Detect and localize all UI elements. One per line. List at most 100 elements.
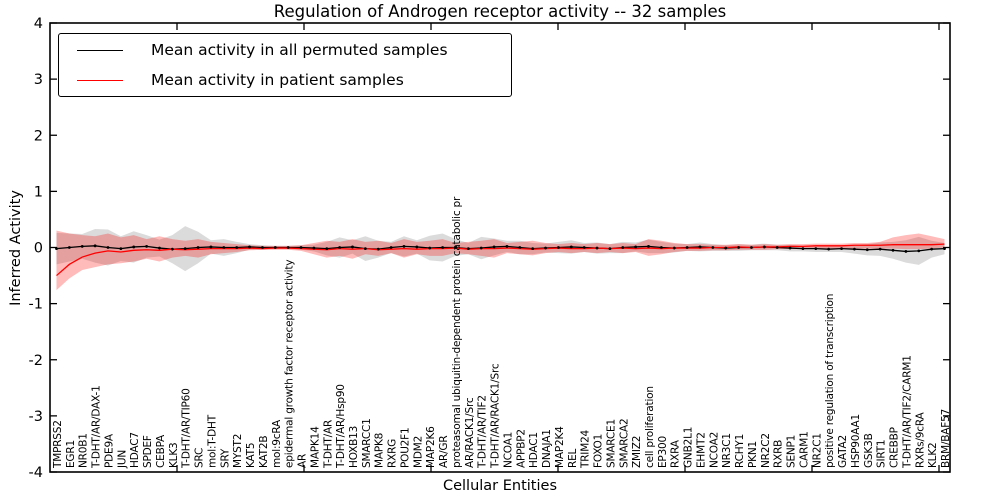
- entity-tick-label: cell proliferation: [644, 386, 656, 468]
- permuted-point-marker: [647, 244, 650, 248]
- entity-tick-label: MDM2: [412, 436, 424, 468]
- permuted-mean-line: [56, 245, 945, 253]
- entity-tick-label: NR2C2: [760, 433, 772, 468]
- permuted-point-marker: [775, 246, 779, 249]
- entity-tick-label: HDAC1: [528, 432, 540, 468]
- permuted-point-marker: [106, 246, 110, 249]
- entity-tick-label: T-DHT/AR: [322, 420, 334, 469]
- permuted-point-marker: [415, 245, 419, 249]
- permuted-point-marker: [312, 246, 316, 250]
- entity-tick-label: ZMIZ2: [631, 436, 643, 468]
- permuted-point-marker: [441, 246, 444, 249]
- entity-tick-label: RXRs/9cRA: [914, 411, 926, 468]
- entity-tick-label: POU2F1: [399, 428, 411, 468]
- permuted-point-marker: [917, 249, 921, 253]
- entity-tick-label: KAT2B: [258, 436, 270, 468]
- entity-tick-label: SMARCA2: [618, 419, 630, 468]
- entity-tick-label: EHMT2: [695, 432, 707, 468]
- entity-tick-label: positive regulation of transcription: [824, 294, 836, 468]
- legend-label-permuted: Mean activity in all permuted samples: [151, 41, 448, 59]
- permuted-point-marker: [878, 247, 882, 251]
- x-axis-label: Cellular Entities: [442, 478, 558, 494]
- entity-tick-label: KAT5: [245, 443, 257, 468]
- y-tick-label: 2: [34, 128, 43, 144]
- entity-tick-label: RCHY1: [734, 434, 746, 468]
- entity-tick-label: T-DHT/AR/TIP60: [181, 388, 193, 469]
- permuted-point-marker: [170, 247, 174, 251]
- entity-tick-label: CREBBP: [889, 427, 901, 468]
- entity-tick-label: MAPK14: [309, 426, 321, 468]
- permuted-point-marker: [505, 244, 509, 248]
- entity-tick-label: proteasomal ubiquitin-dependent protein …: [451, 196, 463, 468]
- permuted-point-marker: [724, 246, 728, 250]
- permuted-point-marker: [557, 246, 560, 249]
- entity-tick-label: CEBPA: [155, 434, 167, 468]
- permuted-point-marker: [737, 246, 740, 249]
- permuted-point-marker: [672, 246, 676, 250]
- entity-tick-label: SMARCE1: [605, 419, 617, 468]
- permuted-line-swatch: [77, 49, 123, 51]
- entity-tick-label: NCOA2: [708, 432, 720, 468]
- permuted-point-marker: [132, 245, 136, 249]
- permuted-point-marker: [531, 247, 535, 251]
- entity-tick-label: GSK3B: [863, 433, 875, 468]
- permuted-point-marker: [762, 245, 766, 249]
- permuted-point-marker: [402, 244, 406, 248]
- entity-tick-label: CARM1: [798, 431, 810, 468]
- permuted-point-marker: [582, 246, 586, 249]
- entity-tick-label: T-DHT/AR/TIF2/CARM1: [901, 355, 913, 469]
- entity-tick-label: NR3C1: [721, 433, 733, 468]
- entity-tick-label: HDAC7: [129, 432, 141, 468]
- permuted-point-marker: [466, 247, 470, 251]
- entity-tick-label: BRM/BAF57: [940, 409, 952, 468]
- permuted-point-marker: [685, 246, 689, 249]
- permuted-point-marker: [518, 246, 522, 249]
- y-axis-label: Inferred Activity: [8, 190, 24, 306]
- legend-item-patient: Mean activity in patient samples: [59, 66, 511, 94]
- permuted-point-marker: [865, 248, 869, 252]
- entity-tick-label: T-DHT/AR/Hsp90: [335, 384, 347, 469]
- patient-line-swatch: [77, 79, 123, 81]
- permuted-point-marker: [814, 247, 818, 251]
- permuted-point-marker: [801, 247, 805, 251]
- y-tick-label: -4: [29, 465, 43, 481]
- entity-tick-label: AR: [297, 454, 309, 468]
- entity-tick-label: FOXO1: [593, 434, 605, 468]
- entity-tick-label: NR2C1: [811, 433, 823, 468]
- entity-tick-label: PKN1: [747, 441, 759, 468]
- y-tick-label: 3: [34, 72, 43, 88]
- entity-tick-label: SRC: [194, 448, 206, 468]
- permuted-point-marker: [698, 245, 702, 249]
- permuted-point-marker: [222, 246, 226, 249]
- entity-tick-label: EP300: [657, 436, 669, 468]
- entity-tick-label: PDE9A: [103, 433, 115, 468]
- entity-tick-label: AR/GR: [438, 436, 450, 468]
- permuted-point-marker: [428, 246, 432, 250]
- permuted-point-marker: [827, 247, 831, 251]
- permuted-point-marker: [158, 246, 161, 250]
- permuted-point-marker: [80, 244, 84, 248]
- permuted-point-marker: [363, 247, 367, 251]
- entity-tick-label: MAP2K4: [554, 426, 566, 468]
- permuted-point-marker: [286, 246, 290, 249]
- entity-tick-label: SRY: [219, 448, 231, 468]
- entity-tick-label: SPDEF: [142, 435, 154, 468]
- entity-tick-label: SIRT1: [876, 440, 888, 468]
- permuted-point-marker: [261, 246, 264, 249]
- entity-tick-label: NR0B1: [78, 433, 90, 468]
- entity-tick-label: EGR1: [65, 440, 77, 468]
- permuted-point-marker: [209, 245, 213, 249]
- permuted-point-marker: [376, 247, 380, 251]
- patient-mean-line: [56, 243, 945, 277]
- permuted-point-marker: [299, 246, 303, 249]
- entity-tick-label: APPBP2: [515, 429, 527, 468]
- entity-tick-label: NCOA1: [502, 432, 514, 468]
- entity-tick-label: MAPK8: [374, 433, 386, 468]
- entity-tick-label: JUN: [116, 450, 128, 469]
- permuted-point-marker: [93, 244, 97, 248]
- entity-tick-label: TRIM24: [580, 429, 592, 469]
- patient-band: [56, 230, 945, 291]
- permuted-point-marker: [454, 246, 457, 249]
- entity-tick-label: RXRG: [387, 439, 399, 468]
